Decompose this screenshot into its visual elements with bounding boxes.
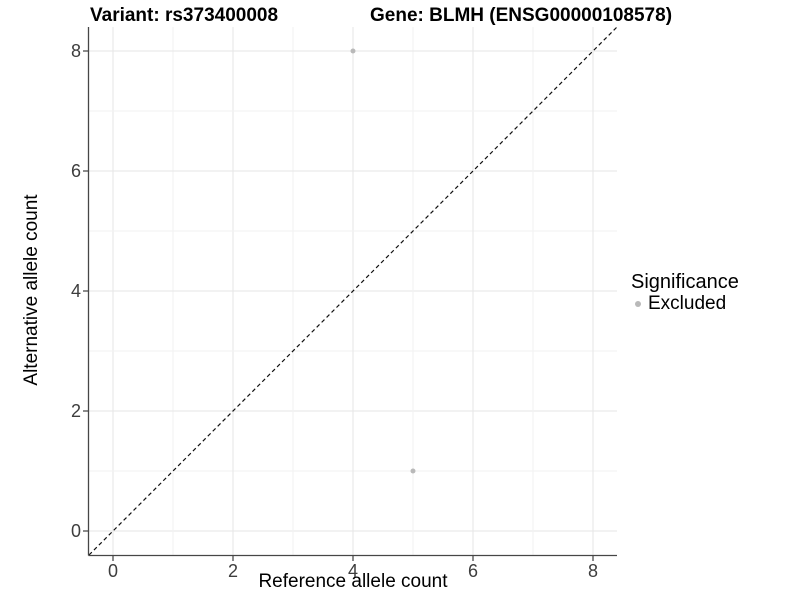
scatter-point [410,468,416,474]
x-tick-label: 0 [107,561,118,581]
legend-item-label: Excluded [648,293,727,314]
x-tick-label: 2 [227,561,238,581]
legend-title: Significance [631,271,739,293]
y-axis-title: Alternative allele count [21,194,42,386]
identity-line [88,26,618,556]
legend-item-excluded: Excluded [631,294,796,314]
y-tick-label: 4 [70,281,81,301]
plot-title-variant: Variant: rs373400008 [90,5,279,26]
x-tick-label: 4 [347,561,358,581]
y-tick-label: 2 [70,401,81,421]
excluded-point-icon [635,301,641,307]
x-tick-label: 8 [587,561,598,581]
y-tick-label: 6 [70,161,81,181]
x-axis-title: Reference allele count [258,571,448,592]
x-tick-label: 6 [467,561,478,581]
y-tick-label: 0 [70,521,81,541]
scatter-point [350,48,356,54]
legend: Significance Excluded [631,271,796,314]
legend-key [631,297,645,311]
y-tick-label: 8 [70,41,81,61]
plot-title-gene: Gene: BLMH (ENSG00000108578) [370,5,673,26]
